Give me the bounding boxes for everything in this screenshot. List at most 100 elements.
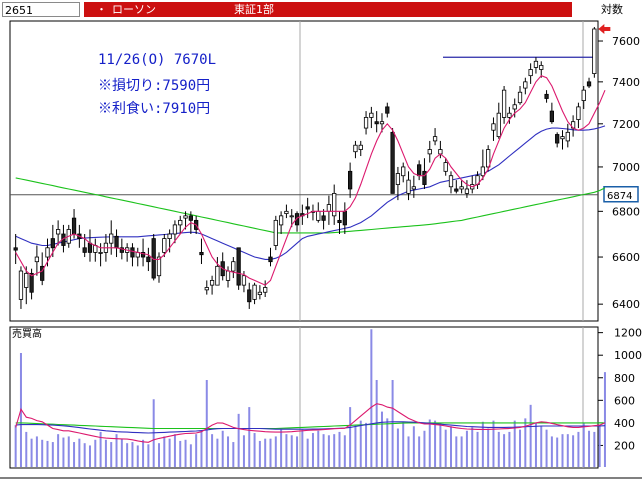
candle-body <box>427 149 432 155</box>
candle <box>523 77 528 95</box>
candle-body <box>56 229 61 235</box>
candle <box>448 171 454 194</box>
candle-body <box>294 213 300 226</box>
candle <box>348 162 353 198</box>
candle <box>401 162 406 183</box>
candle <box>247 282 252 309</box>
candle <box>533 57 539 74</box>
candle-body <box>533 60 539 68</box>
candle-body <box>555 134 560 144</box>
candle-body <box>586 81 592 87</box>
stock-name: ローソン <box>112 3 156 16</box>
candle-body <box>390 131 395 194</box>
candle <box>268 247 273 267</box>
candle-body <box>316 210 321 221</box>
volume-tick-label: 1000 <box>614 349 642 362</box>
candle-body <box>273 219 278 246</box>
candle <box>369 106 374 129</box>
candle <box>130 243 135 267</box>
candle <box>146 247 151 272</box>
price-tick-label: 7600 <box>612 35 640 48</box>
candle-body <box>45 247 50 258</box>
candle <box>231 257 236 279</box>
candle-body <box>401 166 406 177</box>
candle <box>215 257 220 286</box>
candle <box>353 140 358 159</box>
candle-body <box>231 261 236 272</box>
candle-body <box>507 112 512 118</box>
stock-code-field[interactable]: 2651 <box>2 2 80 17</box>
candle <box>199 238 204 265</box>
candle-body <box>480 166 485 177</box>
candle-body <box>486 149 491 168</box>
volume-ma-mid-line <box>15 421 606 434</box>
candle <box>480 149 485 181</box>
candle-body <box>162 238 167 253</box>
current-price-badge <box>603 186 639 203</box>
candle-body <box>549 110 554 123</box>
annotation-take-profit: ※利食い:7910円 <box>98 101 211 117</box>
candle <box>379 113 385 133</box>
candle-body <box>215 265 220 286</box>
candle-body <box>417 164 422 177</box>
scale-mode-button[interactable]: 対数 <box>601 3 623 16</box>
candle-body <box>517 91 523 104</box>
candle-body <box>454 188 459 192</box>
candle-body <box>363 117 369 129</box>
candle <box>411 175 416 198</box>
volume-tick-label: 1200 <box>614 327 642 340</box>
candle-body <box>119 247 124 253</box>
stock-name-bar: ・ ローソン <box>84 2 300 17</box>
price-panel-frame <box>9 20 599 322</box>
candle <box>486 145 491 172</box>
candle-body <box>374 121 379 125</box>
candle <box>337 211 342 235</box>
candle-body <box>385 106 390 114</box>
candle-body <box>199 252 204 256</box>
candle-body <box>353 144 358 153</box>
candle-body <box>114 235 119 249</box>
candle <box>517 85 523 105</box>
candle <box>501 85 507 124</box>
candle-body <box>236 247 241 286</box>
candle <box>544 90 549 103</box>
candle <box>363 111 369 135</box>
candle <box>576 102 581 129</box>
candle <box>512 98 517 118</box>
candle <box>236 247 241 290</box>
candle-body <box>464 188 470 194</box>
candle-body <box>422 170 427 185</box>
candle-body <box>241 275 247 286</box>
candle-body <box>167 233 172 239</box>
candle-body <box>411 186 416 190</box>
candle <box>98 243 103 267</box>
candle <box>183 211 188 230</box>
candle-body <box>156 256 162 277</box>
candle-body <box>528 69 533 77</box>
volume-tick-label: 800 <box>614 372 635 385</box>
candle-body <box>278 215 284 226</box>
candle <box>539 61 544 78</box>
candle-body <box>34 256 40 263</box>
candle-body <box>87 242 93 253</box>
ma-short-line <box>15 75 606 286</box>
candle <box>56 220 61 246</box>
candle-body <box>305 206 310 210</box>
candle-body <box>358 144 363 150</box>
candle <box>305 197 310 219</box>
market-bar: 東証1部 <box>234 2 572 17</box>
candle-body <box>501 89 507 118</box>
candle-body <box>321 215 326 221</box>
candle <box>422 158 427 189</box>
candle-body <box>24 272 29 288</box>
candle-body <box>140 252 146 258</box>
candle-body <box>406 179 411 194</box>
candle <box>34 245 40 276</box>
candle-body <box>332 193 337 217</box>
candle-body <box>369 112 374 118</box>
candle-body <box>178 219 183 226</box>
candle <box>257 285 262 300</box>
candle <box>358 140 363 157</box>
candle-body <box>130 247 135 258</box>
